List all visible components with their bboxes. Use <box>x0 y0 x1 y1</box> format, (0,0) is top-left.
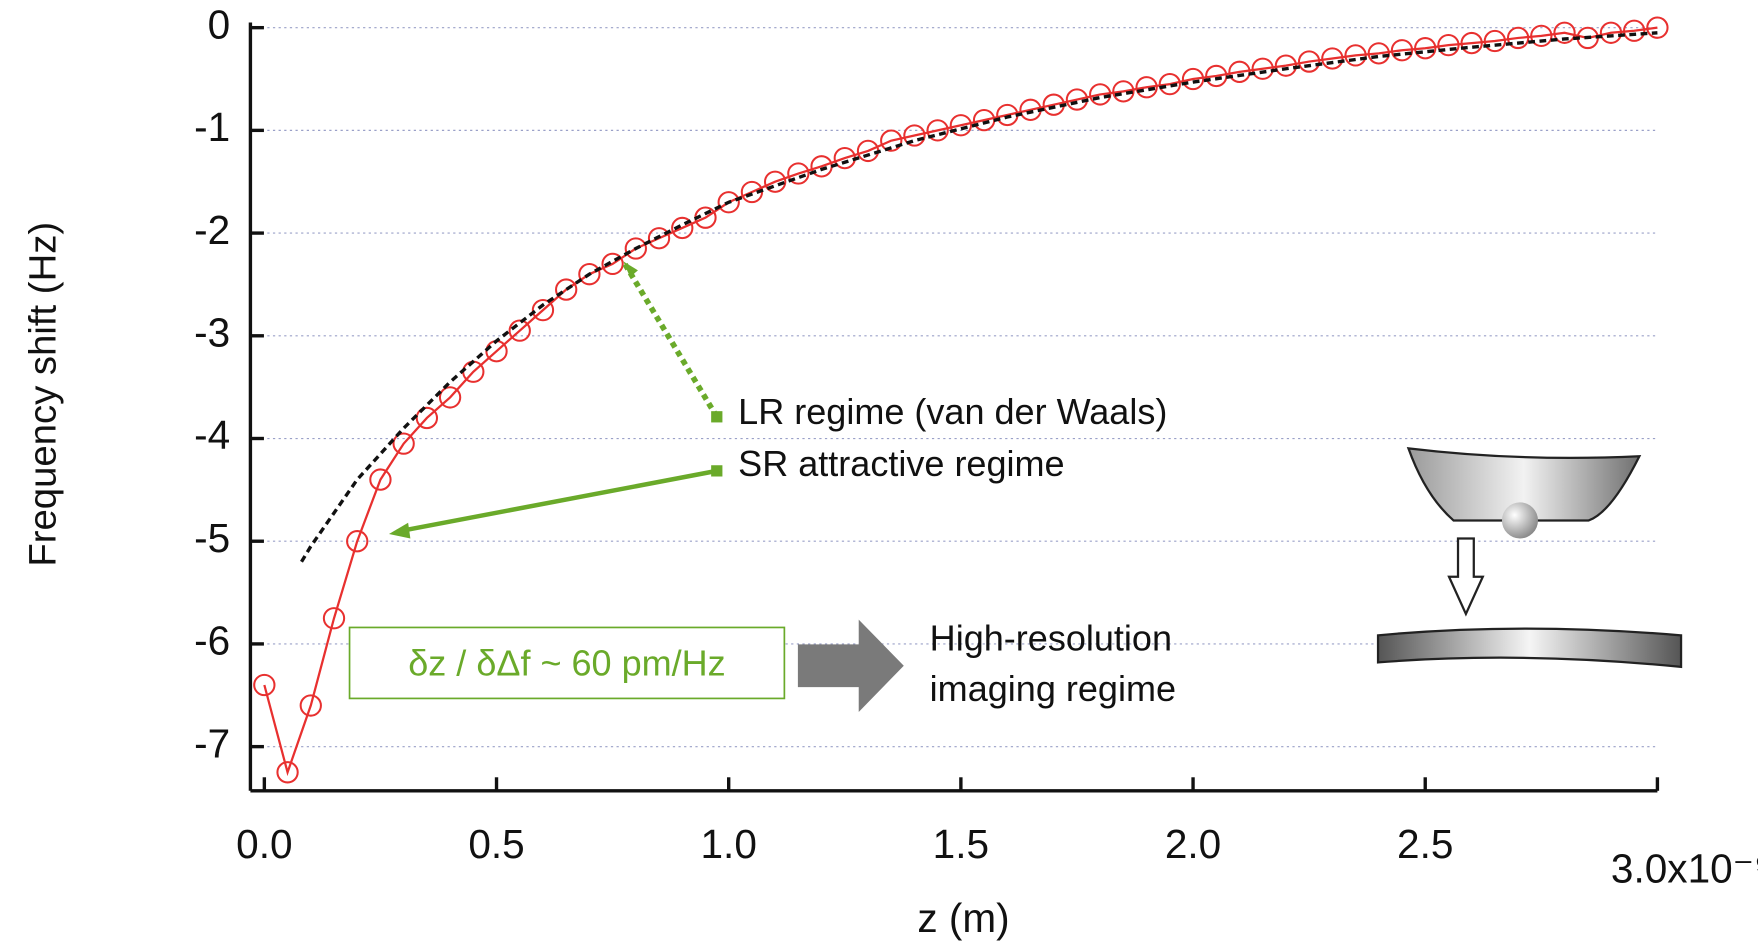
y-tick-label: -7 <box>194 720 230 766</box>
data-point <box>647 227 671 250</box>
data-point <box>1390 39 1414 62</box>
y-tick-label: -4 <box>194 412 230 458</box>
data-point <box>1530 24 1553 48</box>
data-point <box>1599 21 1623 44</box>
y-axis-label: Frequency shift (Hz) <box>22 222 65 567</box>
data-point <box>1251 57 1274 80</box>
data-point <box>926 119 949 142</box>
data-point <box>1414 37 1437 60</box>
data-point <box>555 278 578 301</box>
y-tick-label: 0 <box>208 1 231 47</box>
data-point <box>346 530 369 553</box>
data-point <box>276 761 299 784</box>
data-point <box>392 432 415 455</box>
data-point <box>253 673 276 697</box>
annotation: High-resolution <box>930 617 1172 658</box>
surface <box>1376 627 1683 669</box>
data-point <box>531 298 555 322</box>
y-tick-label: -2 <box>194 207 230 253</box>
data-point <box>787 162 810 185</box>
data-point <box>1158 73 1181 96</box>
x-tick-label: 3.0x10⁻⁹ <box>1611 846 1758 892</box>
data-point <box>1460 31 1483 55</box>
annotation-box <box>348 626 786 700</box>
data-point <box>1367 42 1390 65</box>
lr-arrow-head <box>623 261 638 278</box>
sr-arrow <box>396 468 718 534</box>
plot: 0 -1 -2 -3 -4 -5 -6 -7 0.0 0.5 1.0 1.5 2.0 2.5 3.0x10⁻… <box>194 1 1758 891</box>
sr-arrow-tail <box>711 465 723 477</box>
data-point <box>369 468 392 491</box>
x-axis-label: z (m) <box>917 895 1009 941</box>
data-point <box>1089 83 1112 106</box>
data-point <box>1181 67 1205 91</box>
data-line <box>263 26 1658 777</box>
data-point <box>717 191 740 214</box>
data-point <box>880 129 903 152</box>
data-point <box>624 237 647 260</box>
fit-line <box>300 31 1658 563</box>
data-point <box>415 406 439 430</box>
data-point <box>1437 33 1460 57</box>
data-point <box>322 607 346 630</box>
annotation: imaging regime <box>930 668 1176 709</box>
data-point <box>1297 50 1321 73</box>
data-point <box>949 114 973 137</box>
tip-apex <box>1501 502 1538 539</box>
data-point <box>601 252 624 276</box>
annotation: δz / δΔf ~ 60 pm/Hz <box>408 642 725 683</box>
lr-arrow-tail <box>711 411 723 423</box>
x-tick-label: 1.5 <box>933 821 989 867</box>
y-tick-label: -1 <box>194 104 230 150</box>
data-point <box>1483 29 1507 53</box>
x-tick-label: 0.5 <box>468 821 524 867</box>
x-tick-label: 1.0 <box>701 821 757 867</box>
data-point <box>1228 60 1251 83</box>
data-point <box>1344 44 1367 67</box>
x-tick-label: 2.0 <box>1165 821 1221 867</box>
y-tick-label: -3 <box>194 310 230 356</box>
x-tick-label: 2.5 <box>1397 821 1453 867</box>
lr-arrow <box>620 259 720 419</box>
data-point <box>578 263 601 286</box>
annotation: SR attractive regime <box>738 443 1064 484</box>
data-point <box>1135 76 1158 99</box>
data-point <box>1646 16 1669 39</box>
data-point <box>1506 26 1530 50</box>
data-point <box>903 124 926 147</box>
data-point <box>438 386 462 409</box>
tip <box>1406 447 1642 522</box>
y-tick-label: -6 <box>194 618 230 664</box>
data-point <box>671 216 694 240</box>
data-point <box>1553 21 1576 44</box>
data-point <box>1112 80 1135 103</box>
annotation: LR regime (van der Waals) <box>738 391 1167 432</box>
data-point <box>1321 47 1344 70</box>
sr-arrow-head <box>388 522 411 539</box>
data-point <box>1623 19 1646 42</box>
block-arrow <box>797 619 904 712</box>
x-tick-label: 0.0 <box>236 821 292 867</box>
data-point <box>1274 54 1298 77</box>
data-point <box>508 319 531 342</box>
data-point <box>299 694 322 717</box>
approach-arrow <box>1447 537 1485 617</box>
y-tick-label: -5 <box>194 515 230 561</box>
data-point <box>763 170 787 193</box>
